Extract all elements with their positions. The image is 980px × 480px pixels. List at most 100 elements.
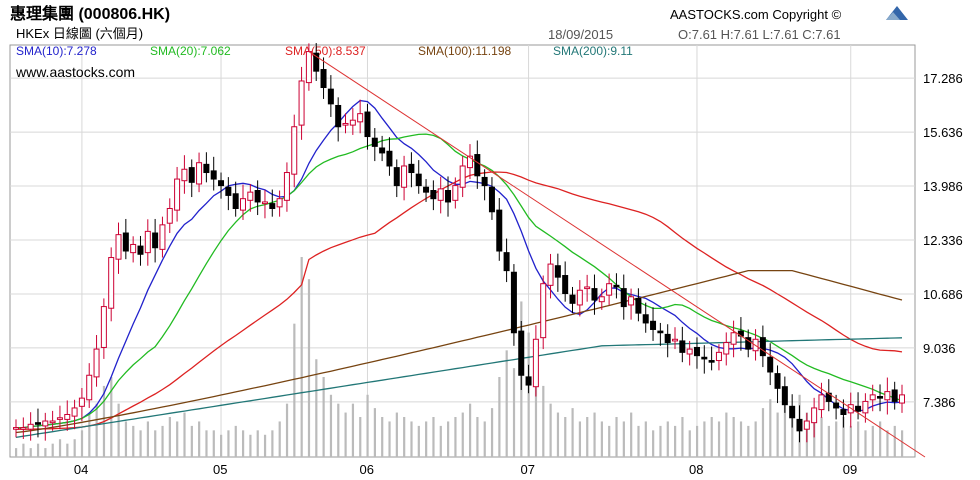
volume-bar: [717, 421, 721, 457]
volume-bar: [190, 425, 193, 457]
volume-bar: [761, 408, 765, 457]
volume-bar: [132, 425, 135, 457]
candle-body: [466, 155, 473, 169]
candle-body: [503, 252, 510, 272]
candle-body: [569, 294, 576, 304]
volume-bar: [373, 408, 376, 457]
y-tick-label: 12.336: [923, 233, 963, 248]
candle-body: [174, 178, 181, 211]
candle-body: [628, 296, 635, 306]
candle-body: [796, 418, 803, 432]
volume-bar: [725, 412, 728, 457]
volume-bar: [36, 443, 40, 457]
volume-bar: [849, 425, 852, 457]
volume-bar: [893, 425, 896, 457]
volume-bar: [791, 417, 794, 457]
volume-bar: [564, 417, 567, 457]
volume-bar: [183, 412, 186, 457]
volume-bar: [381, 417, 384, 457]
candle-body: [855, 405, 862, 412]
volume-bar: [703, 421, 706, 457]
candle-body: [840, 409, 847, 415]
volume-bar: [220, 434, 223, 457]
candle-body: [818, 394, 825, 411]
candle-body: [811, 407, 818, 424]
volume-bar: [505, 350, 508, 457]
volume-bar: [769, 399, 772, 457]
volume-bar: [622, 421, 625, 457]
candle-body: [767, 356, 774, 373]
candle-body: [13, 427, 19, 430]
volume-bar: [454, 417, 457, 457]
volume-bar: [337, 403, 340, 457]
aastocks-logo-icon: [886, 6, 908, 20]
y-tick-label: 17.286: [923, 71, 963, 86]
candle-body: [774, 373, 781, 389]
x-tick-label: 04: [74, 462, 88, 477]
candle-body: [34, 422, 41, 425]
candle-body: [899, 394, 905, 404]
y-tick-label: 9.036: [923, 341, 956, 356]
volume-bar: [124, 421, 128, 457]
x-tick-label: 05: [213, 462, 227, 477]
volume-bar: [483, 421, 486, 457]
candle-body: [518, 330, 525, 376]
candle-body: [833, 402, 840, 409]
stock-title: 惠理集團 (000806.HK): [10, 4, 170, 23]
candle-body: [884, 391, 891, 401]
volume-bar: [630, 412, 633, 457]
volume-bar: [571, 408, 574, 457]
candle-body: [635, 297, 642, 314]
volume-bar: [842, 417, 845, 457]
candle-body: [298, 80, 305, 126]
volume-bar: [198, 421, 201, 457]
volume-bar: [344, 412, 347, 457]
candle-body: [877, 396, 884, 399]
volume-bar: [439, 425, 442, 457]
candle-body: [759, 337, 766, 357]
candle-body: [276, 198, 283, 208]
plot-area: [9, 44, 916, 458]
volume-bar: [212, 430, 215, 457]
candle-body: [188, 167, 195, 183]
volume-bar: [586, 417, 589, 457]
volume-bar: [490, 408, 494, 457]
candle-body: [650, 320, 657, 330]
volume-bar: [29, 448, 32, 457]
candle-body: [196, 162, 203, 185]
volume-bar: [285, 403, 289, 457]
candle-body: [891, 389, 898, 402]
candle-body: [401, 165, 408, 188]
volume-bar: [307, 279, 311, 457]
volume-bar: [168, 417, 171, 457]
candle-body: [510, 271, 517, 334]
volume-bar: [293, 323, 296, 457]
candle-body: [679, 340, 686, 353]
volume-bar: [871, 425, 874, 457]
sma20-line: [16, 133, 903, 429]
volume-bar: [161, 425, 164, 457]
volume-bar: [688, 430, 691, 457]
candle-body: [598, 296, 605, 303]
volume-bar: [88, 412, 91, 457]
volume-bar: [410, 421, 413, 457]
candle-body: [437, 188, 444, 201]
volume-bar: [864, 430, 867, 457]
candle-body: [291, 126, 298, 175]
volume-bar: [468, 403, 472, 457]
candle-body: [393, 167, 400, 187]
candle-body: [357, 113, 364, 123]
candle-body: [730, 332, 737, 345]
volume-bar: [695, 425, 699, 457]
volume-bar: [820, 417, 823, 457]
volume-bar: [615, 417, 618, 457]
volume-bar: [51, 443, 54, 457]
volume-bar: [15, 448, 18, 457]
x-tick-label: 08: [689, 462, 703, 477]
volume-bar: [22, 443, 25, 457]
candle-body: [481, 176, 488, 187]
candle-body: [71, 407, 78, 417]
candle-body: [672, 338, 679, 342]
candle-body: [540, 283, 547, 339]
